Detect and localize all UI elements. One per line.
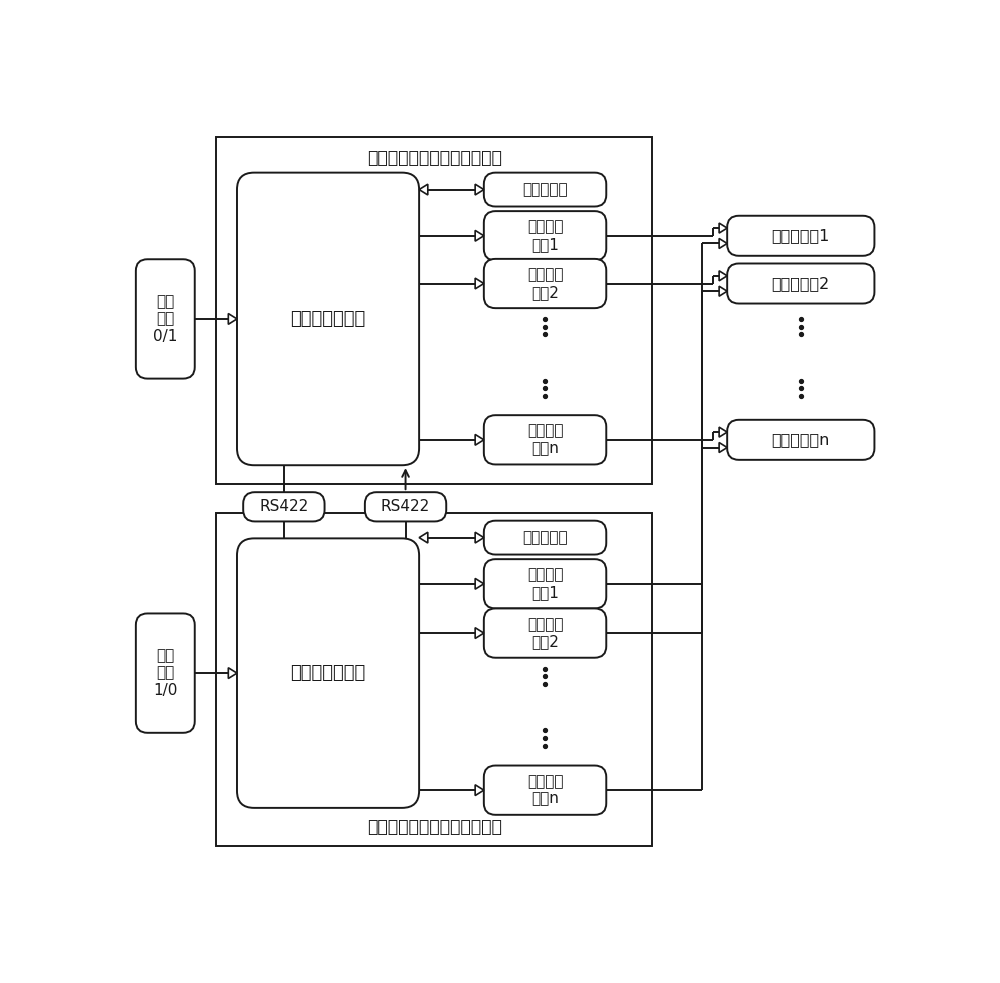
Polygon shape [475, 278, 484, 289]
FancyBboxPatch shape [727, 263, 874, 304]
Text: 液压电磁阀2: 液压电磁阀2 [772, 276, 830, 291]
FancyBboxPatch shape [484, 173, 606, 206]
Text: 输出驱动
电路n: 输出驱动 电路n [527, 774, 563, 806]
Polygon shape [475, 532, 484, 543]
Polygon shape [475, 184, 484, 195]
Text: 液压电磁阀n: 液压电磁阀n [772, 433, 830, 447]
Polygon shape [719, 270, 727, 281]
Text: 数据存储器: 数据存储器 [522, 182, 568, 197]
Text: 第二位置检测与收放控制设备: 第二位置检测与收放控制设备 [367, 818, 502, 837]
FancyBboxPatch shape [727, 420, 874, 460]
Polygon shape [228, 667, 237, 678]
Polygon shape [719, 223, 727, 233]
FancyBboxPatch shape [237, 539, 419, 808]
Polygon shape [228, 314, 237, 324]
FancyBboxPatch shape [136, 260, 195, 378]
Bar [216, 138, 652, 484]
FancyBboxPatch shape [484, 766, 606, 815]
FancyBboxPatch shape [484, 259, 606, 308]
Polygon shape [419, 184, 428, 195]
Text: 液压电磁阀1: 液压电磁阀1 [772, 228, 830, 243]
FancyBboxPatch shape [237, 173, 419, 465]
FancyBboxPatch shape [365, 492, 446, 521]
Polygon shape [719, 286, 727, 296]
Polygon shape [419, 532, 428, 543]
Text: 输出驱动
电路1: 输出驱动 电路1 [527, 567, 563, 600]
FancyBboxPatch shape [484, 415, 606, 464]
Text: 输出驱动
电路n: 输出驱动 电路n [527, 424, 563, 456]
Text: 位置
编码
0/1: 位置 编码 0/1 [153, 294, 177, 344]
FancyBboxPatch shape [136, 613, 195, 732]
Bar [216, 513, 652, 845]
Text: 数据存储器: 数据存储器 [522, 530, 568, 546]
Polygon shape [475, 578, 484, 589]
Text: RS422: RS422 [381, 499, 430, 514]
Text: 输出驱动
电路2: 输出驱动 电路2 [527, 617, 563, 650]
Text: 输出驱动
电路1: 输出驱动 电路1 [527, 219, 563, 252]
FancyBboxPatch shape [484, 559, 606, 608]
Polygon shape [719, 442, 727, 452]
Polygon shape [475, 434, 484, 445]
Text: RS422: RS422 [259, 499, 308, 514]
Polygon shape [719, 239, 727, 249]
FancyBboxPatch shape [484, 211, 606, 260]
Polygon shape [475, 628, 484, 639]
Text: 中央处理机组合: 中央处理机组合 [290, 665, 366, 682]
FancyBboxPatch shape [484, 608, 606, 658]
Polygon shape [475, 784, 484, 795]
FancyBboxPatch shape [243, 492, 325, 521]
Text: 第一位置检测与收放控制设备: 第一位置检测与收放控制设备 [367, 149, 502, 167]
FancyBboxPatch shape [727, 215, 874, 256]
Text: 位置
编码
1/0: 位置 编码 1/0 [153, 648, 177, 698]
Text: 中央处理机组合: 中央处理机组合 [290, 310, 366, 328]
Polygon shape [719, 428, 727, 437]
FancyBboxPatch shape [484, 521, 606, 554]
Text: 输出驱动
电路2: 输出驱动 电路2 [527, 267, 563, 300]
Polygon shape [475, 230, 484, 241]
